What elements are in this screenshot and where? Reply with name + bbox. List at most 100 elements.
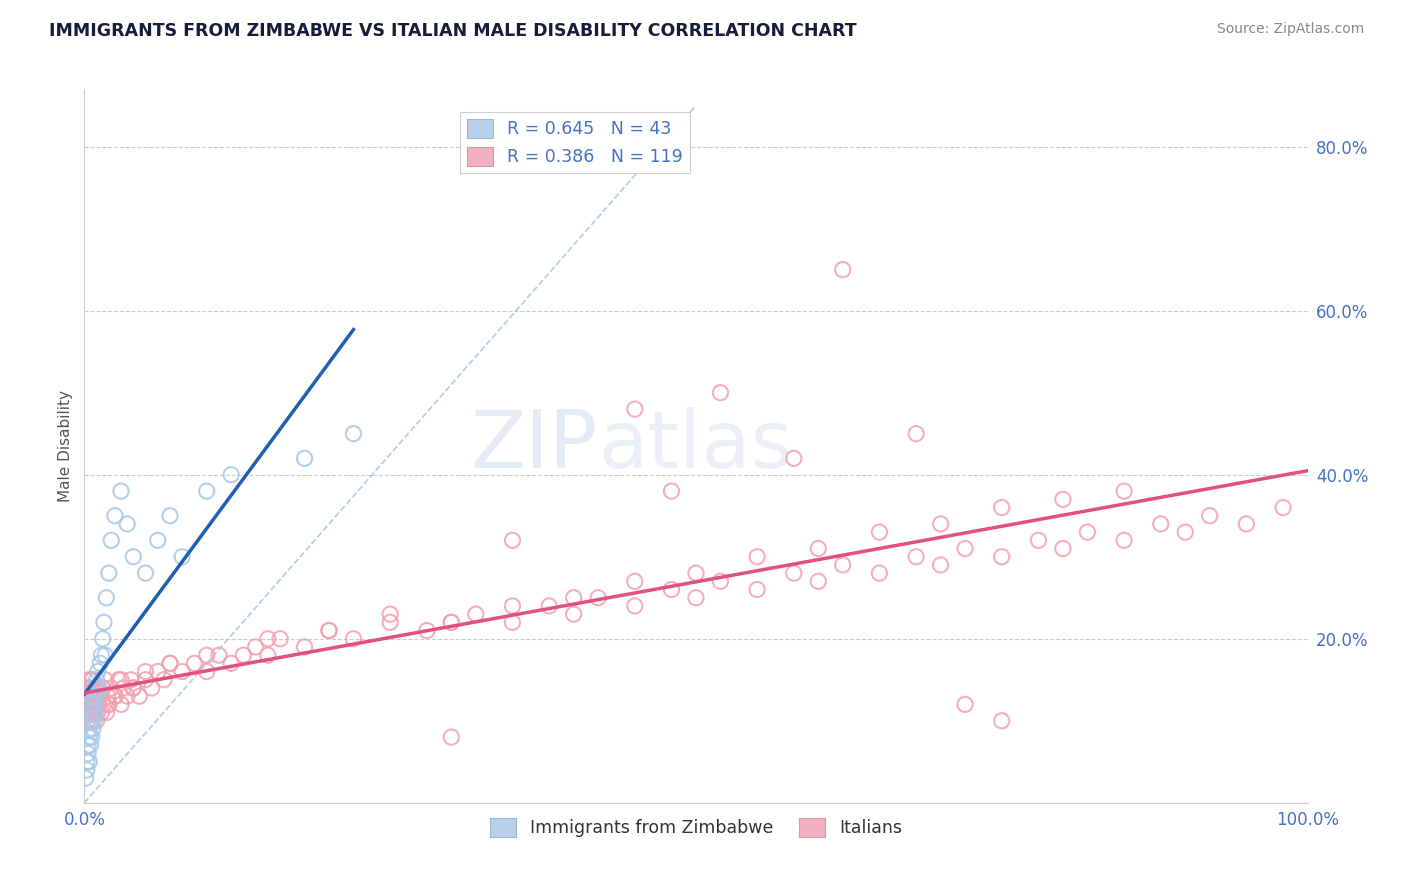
- Point: [104, 689, 127, 703]
- Point: [82, 673, 104, 687]
- Point: [624, 574, 647, 589]
- Point: [783, 566, 806, 581]
- Point: [219, 657, 242, 671]
- Point: [86, 689, 108, 703]
- Point: [159, 657, 181, 671]
- Point: [89, 689, 111, 703]
- Point: [953, 698, 976, 712]
- Point: [76, 755, 98, 769]
- Point: [97, 689, 120, 703]
- Point: [107, 673, 129, 687]
- Point: [257, 648, 280, 662]
- Point: [661, 582, 683, 597]
- Point: [76, 714, 98, 728]
- Point: [94, 673, 117, 687]
- Point: [128, 689, 150, 703]
- Point: [76, 689, 98, 703]
- Point: [172, 549, 194, 564]
- Point: [86, 673, 108, 687]
- Point: [538, 599, 561, 613]
- Point: [440, 730, 463, 744]
- Point: [96, 706, 118, 720]
- Point: [562, 591, 585, 605]
- Point: [80, 681, 103, 695]
- Point: [87, 698, 110, 712]
- Point: [79, 673, 101, 687]
- Point: [79, 698, 101, 712]
- Point: [79, 714, 101, 728]
- Point: [869, 525, 891, 540]
- Point: [1076, 525, 1098, 540]
- Point: [195, 648, 218, 662]
- Point: [77, 747, 100, 761]
- Point: [135, 673, 157, 687]
- Point: [76, 706, 98, 720]
- Point: [195, 665, 218, 679]
- Point: [135, 665, 157, 679]
- Point: [100, 533, 122, 548]
- Point: [79, 714, 101, 728]
- Point: [77, 698, 100, 712]
- Point: [1236, 516, 1258, 531]
- Point: [208, 648, 231, 662]
- Point: [77, 681, 100, 695]
- Point: [87, 681, 110, 695]
- Point: [80, 706, 103, 720]
- Point: [100, 681, 122, 695]
- Point: [82, 722, 104, 736]
- Point: [183, 657, 205, 671]
- Point: [318, 624, 340, 638]
- Point: [86, 689, 108, 703]
- Point: [624, 402, 647, 417]
- Point: [991, 500, 1014, 515]
- Text: atlas: atlas: [598, 407, 793, 485]
- Point: [905, 549, 928, 564]
- Point: [80, 730, 103, 744]
- Point: [195, 484, 218, 499]
- Point: [97, 698, 120, 712]
- Point: [929, 516, 952, 531]
- Point: [87, 689, 110, 703]
- Point: [146, 665, 169, 679]
- Point: [82, 689, 104, 703]
- Point: [135, 566, 157, 581]
- Point: [77, 739, 100, 753]
- Point: [97, 566, 120, 581]
- Point: [464, 607, 486, 622]
- Point: [76, 763, 98, 777]
- Point: [1052, 492, 1074, 507]
- Point: [77, 706, 100, 720]
- Point: [91, 681, 114, 695]
- Point: [232, 648, 254, 662]
- Point: [1150, 516, 1173, 531]
- Point: [89, 657, 111, 671]
- Point: [1114, 533, 1136, 548]
- Point: [82, 698, 104, 712]
- Legend: Immigrants from Zimbabwe, Italians: Immigrants from Zimbabwe, Italians: [482, 811, 910, 844]
- Point: [90, 648, 112, 662]
- Point: [783, 451, 806, 466]
- Point: [91, 632, 114, 646]
- Point: [153, 673, 176, 687]
- Point: [83, 689, 105, 703]
- Point: [90, 706, 112, 720]
- Point: [87, 665, 110, 679]
- Point: [79, 739, 101, 753]
- Point: [831, 262, 853, 277]
- Point: [75, 698, 97, 712]
- Point: [79, 689, 101, 703]
- Point: [709, 385, 731, 400]
- Point: [77, 673, 100, 687]
- Point: [159, 508, 181, 523]
- Point: [80, 706, 103, 720]
- Point: [110, 698, 132, 712]
- Point: [91, 681, 114, 695]
- Point: [77, 755, 100, 769]
- Point: [75, 689, 97, 703]
- Point: [86, 698, 108, 712]
- Point: [115, 516, 138, 531]
- Point: [586, 591, 609, 605]
- Point: [75, 771, 97, 785]
- Point: [159, 657, 181, 671]
- Point: [83, 706, 105, 720]
